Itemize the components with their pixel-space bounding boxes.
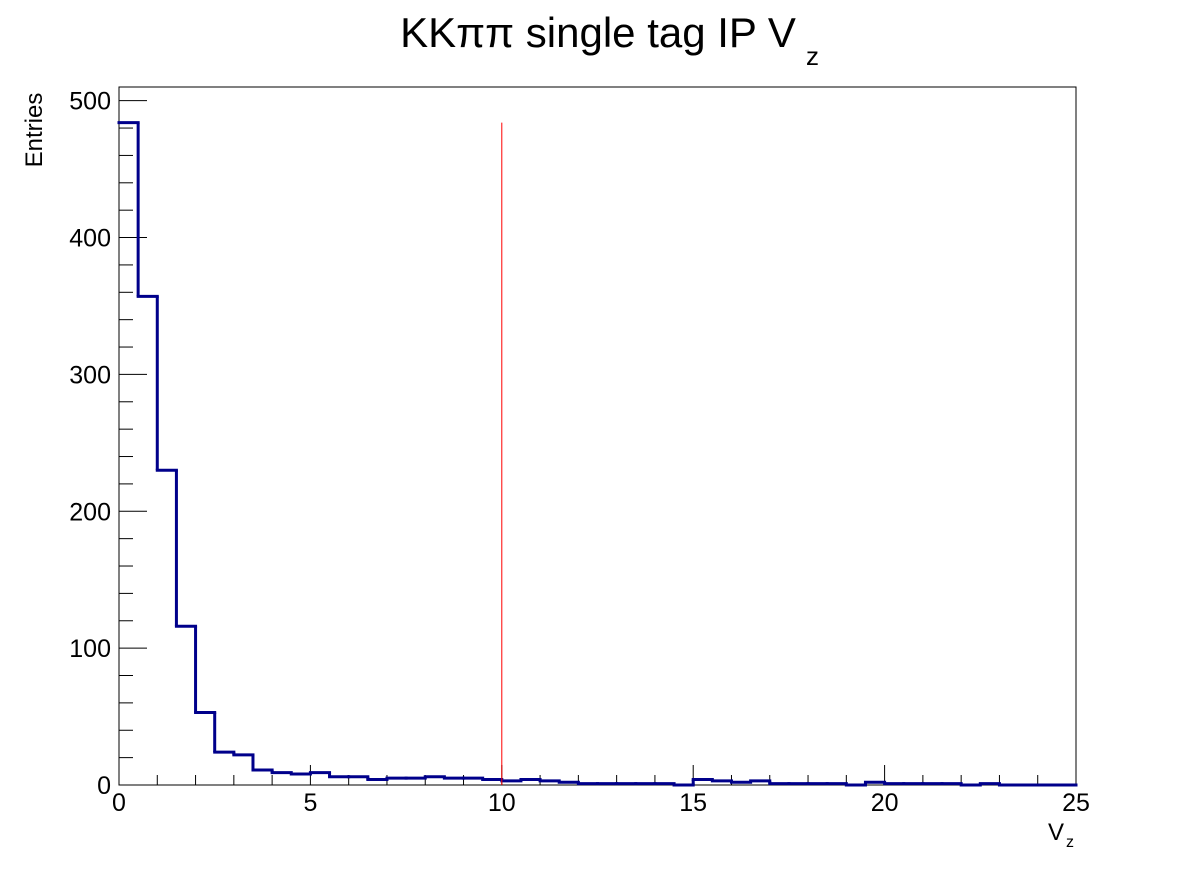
x-tick-label: 0 xyxy=(112,789,126,817)
x-tick-label: 10 xyxy=(488,789,516,817)
y-axis-ticks: 0 100 200 300 400 500 xyxy=(69,88,147,800)
y-tick-label: 500 xyxy=(69,88,111,116)
x-tick-label: 20 xyxy=(871,789,899,817)
x-axis-label-text: V xyxy=(1048,819,1064,846)
plot-frame xyxy=(118,86,1077,786)
y-tick-label: 300 xyxy=(69,361,111,389)
y-tick-label: 200 xyxy=(69,498,111,526)
x-tick-label: 15 xyxy=(679,789,707,817)
y-tick-label: 0 xyxy=(97,772,111,800)
chart-title: KKππ single tag IP V z xyxy=(400,9,819,71)
x-tick-label: 5 xyxy=(303,789,317,817)
chart-title-text: KKππ single tag IP V xyxy=(400,9,796,56)
x-tick-label: 25 xyxy=(1062,789,1090,817)
x-axis-label: V z xyxy=(1048,819,1074,851)
histogram-bins xyxy=(117,121,1078,787)
chart-title-subscript: z xyxy=(806,41,819,71)
y-axis-label: Entries xyxy=(21,93,48,168)
x-axis-ticks: 0 5 10 15 20 25 xyxy=(112,765,1090,817)
y-tick-label: 400 xyxy=(69,225,111,253)
x-axis-label-subscript: z xyxy=(1066,834,1074,851)
y-tick-label: 100 xyxy=(69,635,111,663)
